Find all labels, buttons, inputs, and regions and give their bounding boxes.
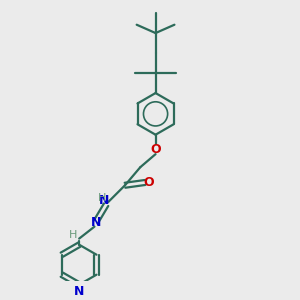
Text: O: O: [150, 143, 161, 156]
Text: N: N: [91, 216, 102, 229]
Text: N: N: [98, 194, 109, 207]
Text: H: H: [98, 193, 106, 203]
Text: N: N: [74, 285, 84, 298]
Text: H: H: [69, 230, 77, 240]
Text: O: O: [143, 176, 154, 189]
